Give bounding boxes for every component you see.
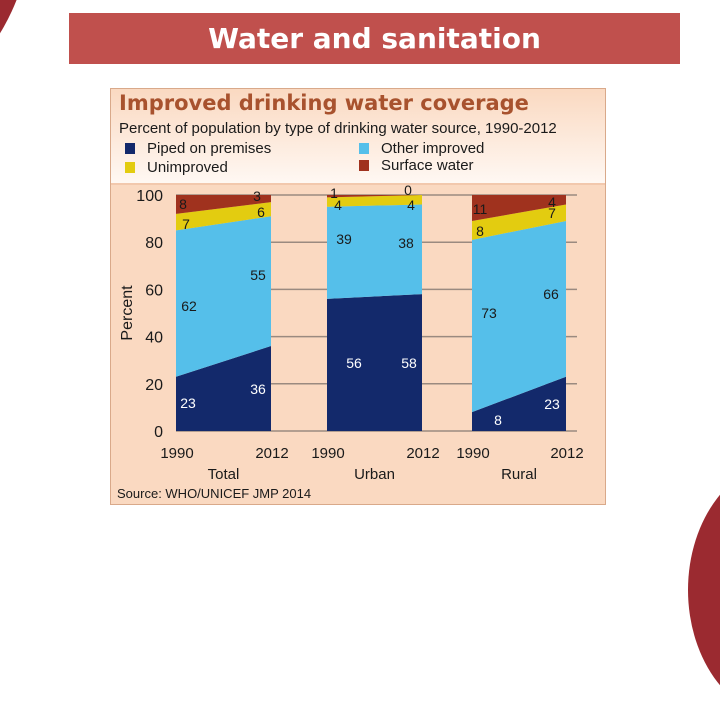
legend-item-unimproved: Unimproved	[125, 159, 228, 176]
group-label: Urban	[354, 466, 395, 483]
legend-label: Other improved	[381, 140, 485, 157]
legend-label: Unimproved	[147, 159, 228, 176]
data-label-total: 8	[179, 196, 187, 212]
data-label-urban: 4	[407, 197, 415, 213]
data-label-rural: 11	[473, 201, 488, 217]
legend-item-piped: Piped on premises	[125, 140, 271, 157]
data-label-total: 3	[253, 188, 261, 204]
x-tick-label: 1990	[311, 445, 344, 462]
data-label-total: 7	[182, 216, 190, 232]
chart-subtitle: Percent of population by type of drinkin…	[119, 120, 557, 137]
group-label: Rural	[501, 466, 537, 483]
area-urban-other-improved	[327, 204, 422, 299]
x-tick-label: 2012	[550, 445, 583, 462]
x-tick-label: 2012	[255, 445, 288, 462]
x-tick-label: 1990	[160, 445, 193, 462]
group-label: Total	[208, 466, 240, 483]
y-tick-label: 40	[145, 330, 163, 347]
chart-title: Improved drinking water coverage	[119, 91, 529, 115]
data-label-rural: 4	[548, 194, 556, 210]
area-total-surface-water	[176, 195, 271, 214]
area-rural-unimproved	[472, 204, 566, 240]
area-total-other-improved	[176, 216, 271, 377]
y-tick-label: 100	[136, 188, 163, 205]
data-label-urban: 58	[401, 355, 417, 371]
y-tick-label: 80	[145, 235, 163, 252]
legend-item-other-improved: Other improved	[359, 140, 484, 157]
data-label-rural: 8	[476, 223, 484, 239]
data-label-total: 36	[250, 381, 266, 397]
data-label-total: 55	[250, 267, 266, 283]
data-label-urban: 39	[336, 231, 352, 247]
legend-swatch-unimproved	[125, 162, 135, 173]
area-rural-piped-on-premises	[472, 376, 566, 431]
data-label-urban: 4	[334, 197, 342, 213]
area-rural-other-improved	[472, 220, 566, 413]
legend-swatch-piped	[125, 143, 135, 154]
area-urban-unimproved	[327, 195, 422, 207]
legend-swatch-surface-water	[359, 160, 369, 171]
chart-header: Improved drinking water coverage Percent…	[111, 89, 605, 185]
data-label-total: 6	[257, 204, 265, 220]
chart-source: Source: WHO/UNICEF JMP 2014	[117, 486, 312, 501]
stacked-areas	[176, 195, 566, 431]
data-label-rural: 8	[494, 412, 502, 428]
data-label-total: 23	[180, 395, 196, 411]
legend-label: Piped on premises	[147, 140, 272, 157]
y-tick-label: 0	[154, 424, 163, 441]
y-tick-label: 60	[145, 282, 163, 299]
area-urban-surface-water	[327, 195, 422, 198]
x-tick-label: 1990	[456, 445, 489, 462]
area-total-unimproved	[176, 202, 271, 231]
area-urban-piped-on-premises	[327, 294, 422, 431]
data-label-rural: 73	[481, 305, 497, 321]
area-total-piped-on-premises	[176, 346, 271, 431]
legend-label: Surface water	[381, 157, 474, 174]
data-label-urban: 38	[398, 235, 414, 251]
data-label-rural: 7	[548, 205, 556, 221]
legend-item-surface-water: Surface water	[359, 157, 474, 174]
data-label-urban: 1	[330, 185, 338, 201]
slide-title-bar: Water and sanitation	[69, 13, 680, 64]
data-label-rural: 66	[543, 286, 559, 302]
data-label-urban: 56	[346, 355, 362, 371]
y-tick-label: 20	[145, 377, 163, 394]
slide-title: Water and sanitation	[208, 22, 541, 55]
legend-swatch-other-improved	[359, 143, 369, 154]
data-label-urban: 0	[404, 182, 412, 198]
axes: 0 20 40 60 80 100 1990 2012 Total 1990 2012 Urban 19…	[136, 188, 583, 483]
x-tick-label: 2012	[406, 445, 439, 462]
data-label-total: 62	[181, 298, 197, 314]
area-rural-surface-water	[472, 195, 566, 221]
y-axis-label: Percent	[119, 285, 136, 341]
data-label-rural: 23	[544, 396, 560, 412]
